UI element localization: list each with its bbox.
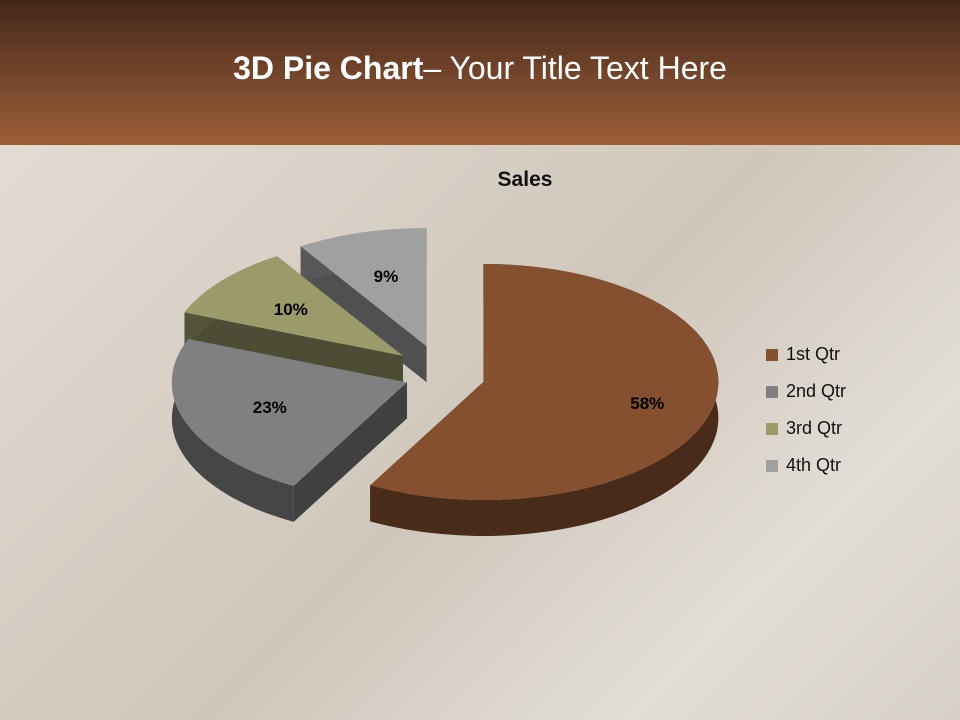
slide-title: 3D Pie Chart– Your Title Text Here	[0, 50, 960, 87]
data-label-4: 9%	[374, 267, 399, 286]
legend-item: 2nd Qtr	[766, 373, 846, 410]
legend-swatch	[766, 459, 778, 472]
legend-item: 1st Qtr	[766, 336, 846, 373]
legend-label: 1st Qtr	[786, 344, 841, 364]
title-bold: 3D Pie Chart	[233, 50, 424, 86]
data-label-2: 23%	[253, 398, 287, 417]
legend-item: 4th Qtr	[766, 447, 846, 484]
legend-swatch	[766, 348, 778, 361]
legend-swatch	[766, 385, 778, 398]
title-rest: – Your Title Text Here	[423, 50, 727, 86]
chart-title: Sales	[497, 168, 553, 191]
legend-label: 4th Qtr	[786, 455, 842, 475]
legend: 1st Qtr 2nd Qtr 3rd Qtr 4th Qtr	[766, 336, 846, 484]
data-label-1: 58%	[630, 394, 664, 413]
pie-slice-3	[184, 256, 404, 392]
legend-swatch	[766, 422, 778, 435]
data-label-3: 10%	[274, 300, 308, 319]
title-bar	[0, 0, 960, 145]
legend-label: 3rd Qtr	[786, 418, 843, 438]
legend-label: 2nd Qtr	[786, 381, 847, 401]
pie-slice-4	[300, 228, 427, 383]
legend-item: 3rd Qtr	[766, 410, 846, 447]
pie-slice-2	[171, 339, 407, 522]
pie-slice-1	[370, 263, 719, 536]
